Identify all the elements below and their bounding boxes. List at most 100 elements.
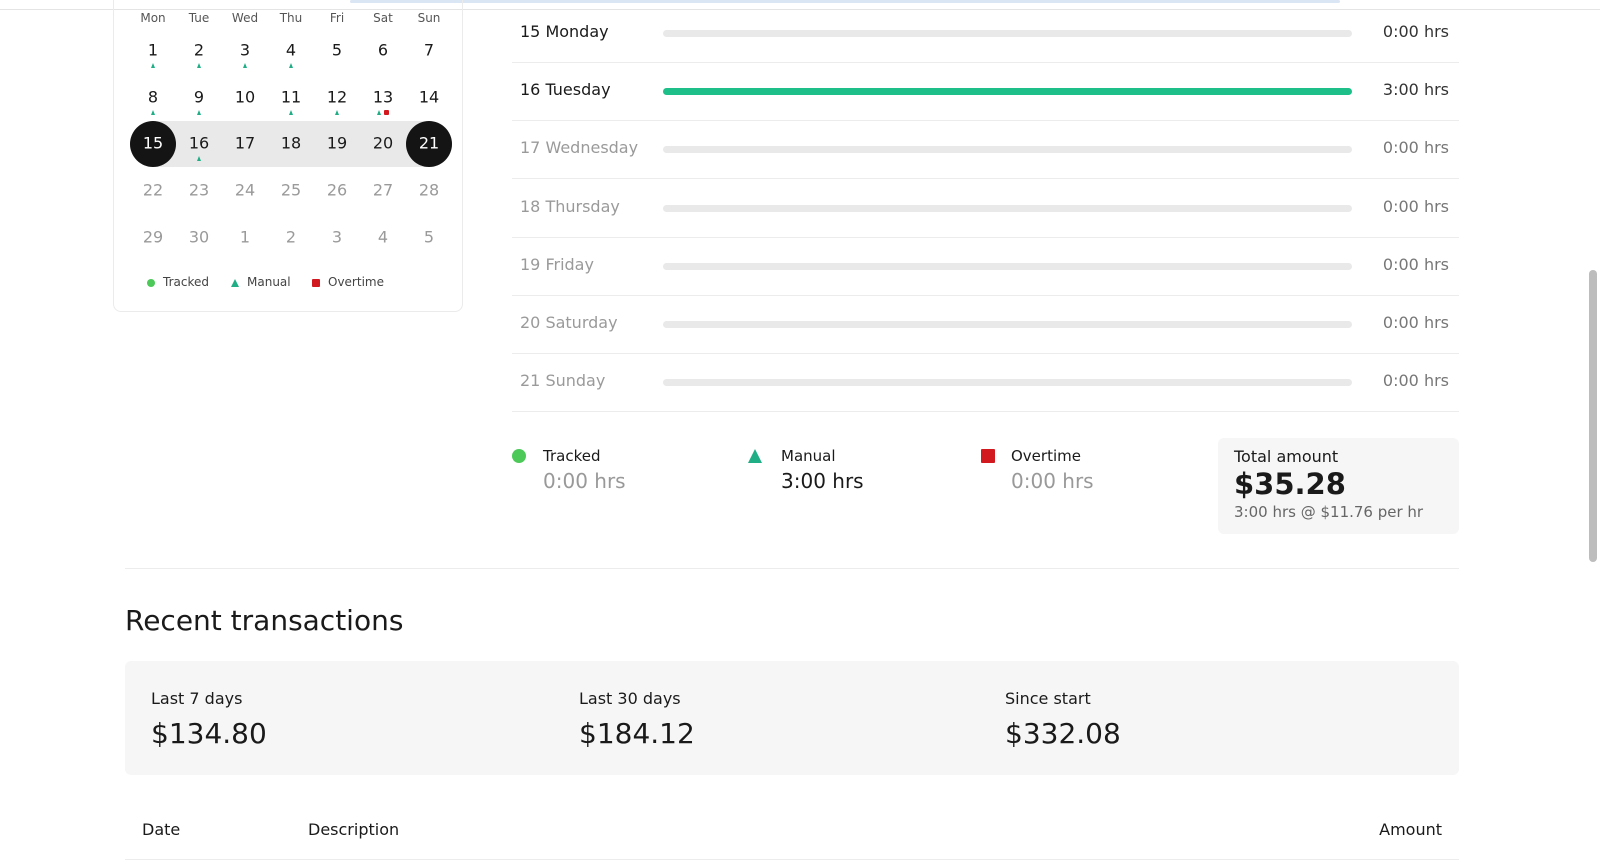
- top-border: [0, 9, 1600, 10]
- legend-label: Manual: [247, 275, 291, 289]
- day-number[interactable]: 6: [377, 40, 389, 60]
- legend-label: Tracked: [163, 275, 209, 289]
- scrollbar[interactable]: [1589, 12, 1597, 857]
- weekday: Wed: [231, 11, 259, 25]
- day-number[interactable]: 21: [418, 133, 440, 153]
- day-label: 16 Tuesday: [520, 80, 611, 100]
- summary-label: Tracked: [543, 447, 601, 465]
- day-number[interactable]: 5: [423, 227, 435, 247]
- manual-icon: [377, 109, 381, 115]
- summary-label: Manual: [781, 447, 836, 465]
- weekday: Tue: [188, 11, 210, 25]
- day-label: 19 Friday: [520, 254, 594, 274]
- day-number[interactable]: 16: [188, 133, 210, 153]
- row-separator: [512, 411, 1459, 413]
- day-number[interactable]: 4: [285, 40, 297, 60]
- weekday: Sat: [373, 11, 393, 25]
- day-number[interactable]: 2: [285, 227, 297, 247]
- divider: [125, 568, 1459, 569]
- day-number[interactable]: 26: [326, 180, 348, 200]
- column-header[interactable]: Description: [308, 820, 400, 839]
- day-label: 17 Wednesday: [520, 138, 639, 158]
- day-number[interactable]: 3: [331, 227, 343, 247]
- bar-track: [663, 321, 1352, 328]
- total-card: [1218, 438, 1459, 534]
- hours-label: 0:00 hrs: [1382, 138, 1449, 158]
- table-line: [125, 859, 1459, 860]
- day-number[interactable]: 13: [372, 87, 394, 107]
- manual-icon: [288, 109, 293, 115]
- bar-track: [663, 204, 1352, 212]
- selected-day[interactable]: [130, 121, 176, 167]
- total-detail: 3:00 hrs @ $11.76 per hr: [1234, 503, 1424, 521]
- legend-label: Overtime: [328, 275, 384, 289]
- day-label: 20 Saturday: [520, 313, 618, 332]
- overtime-icon: [384, 109, 389, 115]
- day-number[interactable]: 11: [280, 87, 302, 107]
- day-number[interactable]: 18: [280, 133, 302, 153]
- weekday: Fri: [329, 11, 345, 25]
- hours-label: 0:00 hrs: [1382, 371, 1449, 391]
- selected-range: [130, 121, 452, 167]
- hours-label: 0:00 hrs: [1382, 196, 1449, 216]
- calendar-card: [113, 0, 463, 312]
- day-number[interactable]: 20: [372, 133, 394, 153]
- stats-card: [125, 661, 1459, 775]
- manual-icon: [196, 109, 201, 115]
- weekday: Mon: [140, 11, 166, 25]
- bar-track: [663, 146, 1352, 154]
- column-header[interactable]: Amount: [1379, 820, 1442, 839]
- stat-label: Last 7 days: [151, 689, 243, 708]
- selected-day[interactable]: [406, 121, 452, 167]
- stat-label: Since start: [1005, 689, 1091, 708]
- bar-track: [663, 30, 1352, 37]
- day-number[interactable]: 12: [326, 87, 348, 107]
- day-number[interactable]: 1: [147, 40, 159, 60]
- overtime-icon: [981, 449, 995, 463]
- summary-label: Overtime: [1011, 447, 1081, 465]
- day-number[interactable]: 5: [331, 40, 343, 60]
- day-number[interactable]: 14: [418, 87, 440, 107]
- hours-bar: [663, 88, 1352, 96]
- row-separator: [512, 353, 1459, 354]
- day-number[interactable]: 4: [377, 227, 389, 247]
- column-header[interactable]: Date: [142, 820, 181, 839]
- hours-label: 0:00 hrs: [1382, 254, 1449, 274]
- day-number[interactable]: 10: [234, 87, 256, 107]
- day-number[interactable]: 2: [193, 40, 205, 60]
- manual-icon: [196, 62, 201, 68]
- manual-icon: [150, 62, 155, 68]
- manual-icon: [150, 109, 155, 115]
- row-separator: [512, 120, 1459, 122]
- day-number[interactable]: 30: [188, 227, 210, 247]
- stat-value: $134.80: [151, 717, 267, 750]
- day-number[interactable]: 1: [239, 227, 251, 247]
- weekday: Thu: [279, 11, 303, 25]
- tracked-icon: [147, 279, 155, 287]
- day-number[interactable]: 15: [142, 133, 164, 153]
- day-number[interactable]: 27: [372, 180, 394, 200]
- stat-label: Last 30 days: [579, 689, 681, 708]
- hours-label: 0:00 hrs: [1382, 22, 1449, 41]
- day-number[interactable]: 25: [280, 180, 302, 200]
- day-number[interactable]: 28: [418, 180, 440, 200]
- day-number[interactable]: 29: [142, 227, 164, 247]
- summary-value: 3:00 hrs: [781, 469, 864, 493]
- bar-track: [663, 262, 1352, 270]
- day-number[interactable]: 17: [234, 133, 256, 153]
- day-number[interactable]: 3: [239, 40, 251, 60]
- stat-value: $332.08: [1005, 717, 1121, 750]
- day-number[interactable]: 8: [147, 87, 159, 107]
- day-number[interactable]: 9: [193, 87, 205, 107]
- day-label: 21 Sunday: [520, 371, 606, 391]
- day-number[interactable]: 24: [234, 180, 256, 200]
- day-number[interactable]: 7: [423, 40, 435, 60]
- manual-icon: [242, 62, 247, 68]
- day-number[interactable]: 22: [142, 180, 164, 200]
- manual-icon: [231, 279, 239, 287]
- row-separator: [512, 236, 1459, 238]
- day-number[interactable]: 19: [326, 133, 348, 153]
- summary-value: 0:00 hrs: [1011, 469, 1094, 493]
- day-number[interactable]: 23: [188, 180, 210, 200]
